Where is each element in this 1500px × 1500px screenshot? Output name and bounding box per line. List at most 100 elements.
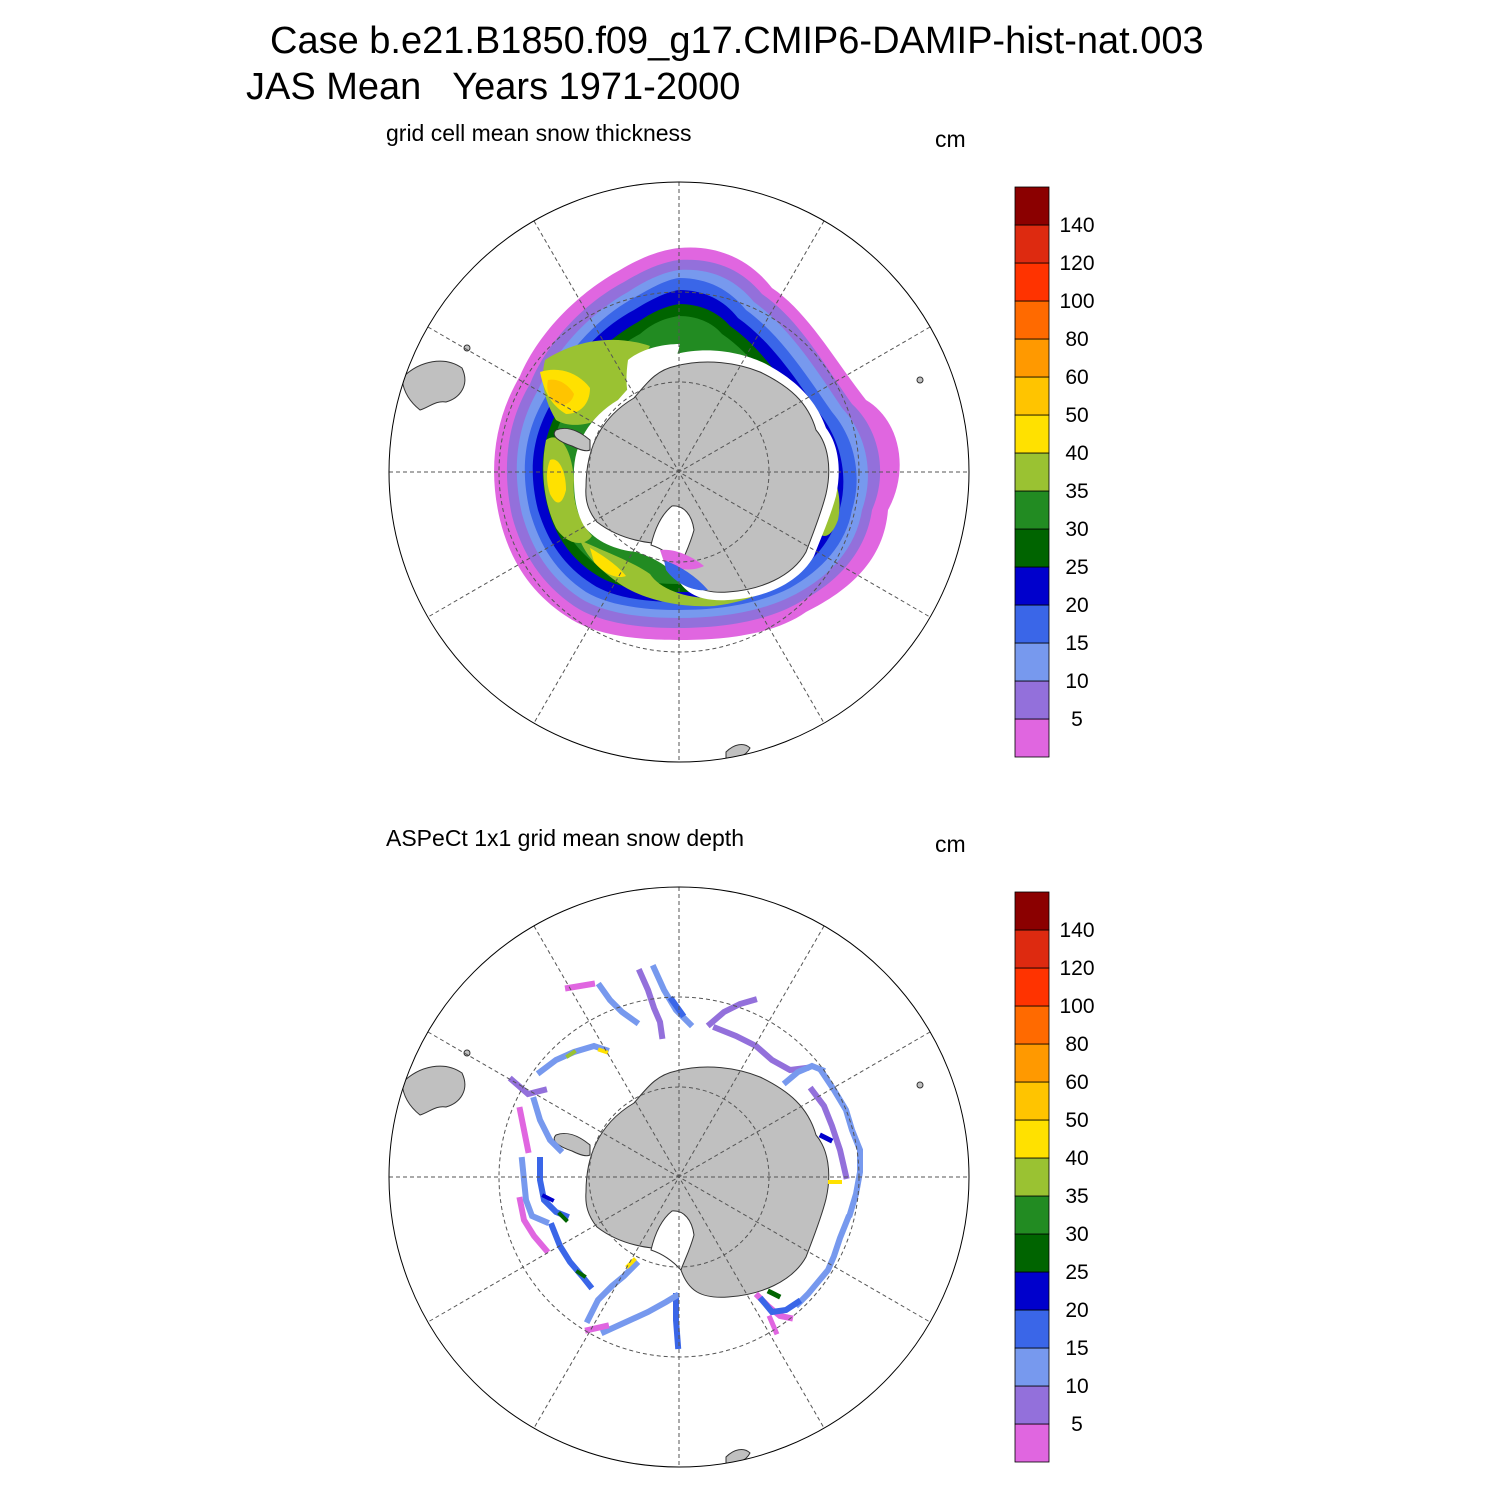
panel-2-units: cm <box>935 831 966 857</box>
track-5 <box>705 996 758 1029</box>
colorbar-1-box-8 <box>1014 414 1050 454</box>
map-boundary-2 <box>388 886 970 1468</box>
colorbar-1-box-0 <box>1014 718 1050 758</box>
colorbar-2-label-13: 140 <box>1059 919 1094 942</box>
colorbar-1-box-5 <box>1014 528 1050 568</box>
track-23 <box>575 1269 587 1279</box>
colorbar-1-label-12: 120 <box>1059 252 1094 275</box>
colorbar-1-box-13 <box>1014 224 1050 264</box>
colorbar-2-label-9: 60 <box>1065 1071 1088 1094</box>
panel-2-title: ASPeCt 1x1 grid mean snow depth <box>386 825 744 851</box>
colorbar-2-box-2 <box>1014 1347 1050 1387</box>
colorbar-1-label-0: 5 <box>1071 708 1083 731</box>
colorbar-2-label-8: 50 <box>1065 1109 1088 1132</box>
track-10b <box>757 1295 803 1316</box>
colorbar-1-box-2 <box>1014 642 1050 682</box>
colorbar-2-box-5 <box>1014 1233 1050 1273</box>
map-panel-1 <box>388 181 970 763</box>
colorbar-2-label-2: 15 <box>1065 1337 1088 1360</box>
colorbar-2-box-7 <box>1014 1157 1050 1197</box>
colorbar-1-box-10 <box>1014 338 1050 378</box>
panel-1-title: grid cell mean snow thickness <box>386 120 692 146</box>
colorbar-1-box-1 <box>1014 680 1050 720</box>
figure-title-period: JAS Mean Years 1971-2000 <box>246 66 741 108</box>
colorbar-2-label-5: 30 <box>1065 1223 1088 1246</box>
colorbar-1-label-13: 140 <box>1059 214 1094 237</box>
colorbar-1-label-10: 80 <box>1065 328 1088 351</box>
track-10d <box>766 1314 780 1336</box>
colorbar-1-label-9: 60 <box>1065 366 1088 389</box>
track-8 <box>817 1067 863 1218</box>
track-3 <box>636 968 666 1040</box>
colorbar-1-label-6: 35 <box>1065 480 1088 503</box>
colorbar-2-box-4 <box>1014 1271 1050 1311</box>
track-4b <box>667 995 687 1019</box>
colorbar-2-box-14 <box>1014 891 1050 931</box>
track-20 <box>535 1042 610 1077</box>
colorbar-2-box-3 <box>1014 1309 1050 1349</box>
graticule-2 <box>389 887 969 1467</box>
ship-tracks <box>507 964 863 1350</box>
colorbar-2-box-13 <box>1014 929 1050 969</box>
track-10c <box>766 1288 782 1300</box>
colorbar-2-box-0 <box>1014 1423 1050 1463</box>
colorbar-2-box-10 <box>1014 1043 1050 1083</box>
colorbar-1-box-12 <box>1014 262 1050 302</box>
colorbar-1-label-7: 40 <box>1065 442 1088 465</box>
colorbar-2-box-9 <box>1014 1081 1050 1121</box>
track-7 <box>781 1062 826 1087</box>
colorbar-1-label-8: 50 <box>1065 404 1088 427</box>
colorbar-2-label-6: 35 <box>1065 1185 1088 1208</box>
colorbar-1-label-2: 15 <box>1065 632 1088 655</box>
colorbar-1: 5 10 15 20 25 30 35 40 50 60 80 100 120 140 <box>1014 186 1095 758</box>
track-11 <box>673 1293 682 1350</box>
colorbar-2-box-6 <box>1014 1195 1050 1235</box>
track-18 <box>516 1106 532 1154</box>
south-america-land <box>401 360 466 411</box>
track-6 <box>712 1024 810 1074</box>
colorbar-1-box-14 <box>1014 186 1050 226</box>
colorbar-1-box-7 <box>1014 452 1050 492</box>
colorbar-1-label-4: 25 <box>1065 556 1088 579</box>
track-15 <box>548 1222 595 1291</box>
colorbar-2-label-10: 80 <box>1065 1033 1088 1056</box>
colorbar-2-box-1 <box>1014 1385 1050 1425</box>
colorbar-1-label-5: 30 <box>1065 518 1088 541</box>
track-1 <box>564 980 596 992</box>
antarctic-peninsula <box>553 427 591 452</box>
track-12 <box>600 1291 681 1336</box>
snow-patch-olive-south <box>580 540 786 607</box>
island-kerguelen <box>916 376 924 384</box>
colorbar-2-label-11: 100 <box>1059 995 1094 1018</box>
track-22 <box>541 1193 555 1203</box>
colorbar-2-box-8 <box>1014 1119 1050 1159</box>
track-20b <box>565 1049 577 1059</box>
colorbar-2-label-0: 5 <box>1071 1413 1083 1436</box>
colorbar-1-box-4 <box>1014 566 1050 606</box>
ross-sea-blue <box>664 560 708 591</box>
track-14b <box>625 1257 637 1269</box>
colorbar-2-label-7: 40 <box>1065 1147 1088 1170</box>
colorbar-1-label-3: 20 <box>1065 594 1088 617</box>
colorbar-2-label-12: 120 <box>1059 957 1094 980</box>
track-9 <box>793 1214 852 1309</box>
colorbar-1-label-1: 10 <box>1065 670 1088 693</box>
colorbar-2-label-4: 25 <box>1065 1261 1088 1284</box>
south-america-land-2 <box>401 1065 466 1116</box>
track-17b <box>537 1157 570 1220</box>
island-falklands-2 <box>463 1049 471 1057</box>
snow-patch-gold-west <box>547 379 574 405</box>
panel-1-units: cm <box>935 126 966 152</box>
track-8b <box>807 1085 850 1180</box>
track-18b <box>530 1096 565 1155</box>
map-boundary-1 <box>388 181 970 763</box>
island-falklands <box>463 344 471 352</box>
colorbar-2-box-11 <box>1014 1005 1050 1045</box>
snow-patch-yellow-ws <box>547 459 566 503</box>
track-21 <box>557 1211 569 1223</box>
graticule-1 <box>389 182 969 762</box>
colorbar-1-box-3 <box>1014 604 1050 644</box>
track-20c <box>597 1047 609 1055</box>
track-8c <box>818 1132 834 1144</box>
track-13 <box>584 1322 610 1334</box>
